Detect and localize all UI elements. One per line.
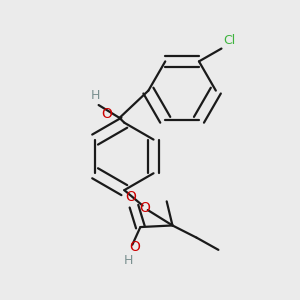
Text: O: O xyxy=(101,107,112,121)
Text: O: O xyxy=(140,201,151,215)
Text: O: O xyxy=(125,190,136,204)
Text: O: O xyxy=(129,240,140,254)
Text: H: H xyxy=(91,89,100,102)
Text: H: H xyxy=(124,254,133,267)
Text: Cl: Cl xyxy=(223,34,235,47)
